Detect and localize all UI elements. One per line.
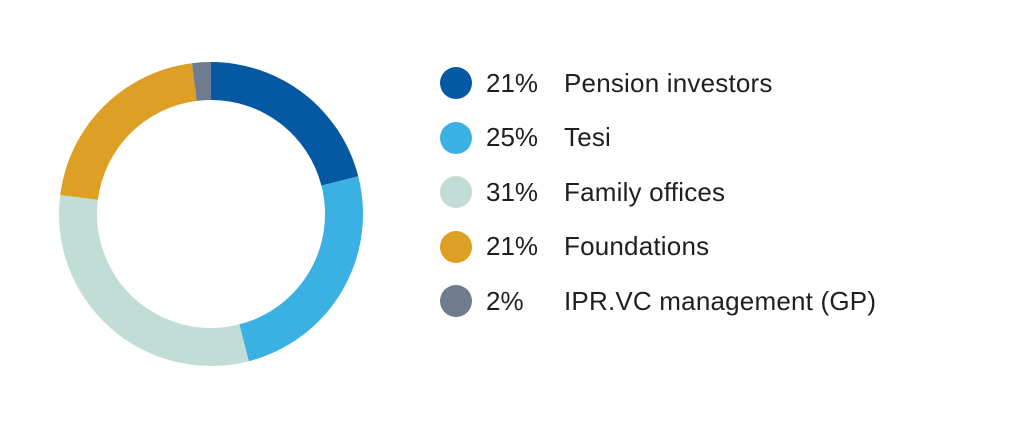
legend-label: IPR.VC management (GP) [564,285,877,316]
donut-slice-pension-investors [211,62,359,186]
legend-item-foundations: 21% Foundations [440,220,1000,275]
legend-percent: 21% [486,67,539,98]
legend-swatch [440,285,472,318]
legend-percent: 25% [486,122,539,153]
legend-percent: 31% [486,176,539,207]
legend-percent: 21% [486,231,539,262]
donut-slice-foundations [60,63,197,200]
legend-swatch [440,176,472,209]
legend-percent: 2% [486,285,524,316]
legend-label: Tesi [564,122,612,153]
donut-chart [58,62,363,366]
donut-slice-ipr-vc-management-gp [191,62,211,101]
legend-swatch [440,67,472,100]
legend: 21% Pension investors 25% Tesi 31% Famil… [440,56,1000,329]
legend-swatch [440,230,472,263]
legend-item-tesi: 25% Tesi [440,111,1000,166]
legend-item-pension-investors: 21% Pension investors [440,56,1000,111]
legend-label: Family offices [564,176,726,207]
legend-label: Pension investors [564,67,773,98]
donut-slice-family-offices [58,194,249,366]
legend-item-family-offices: 31% Family offices [440,165,1000,220]
legend-item-ipr-vc-management: 2% IPR.VC management (GP) [440,274,1000,329]
legend-swatch [440,121,472,154]
donut-slice-tesi [239,176,363,362]
legend-label: Foundations [564,231,710,262]
